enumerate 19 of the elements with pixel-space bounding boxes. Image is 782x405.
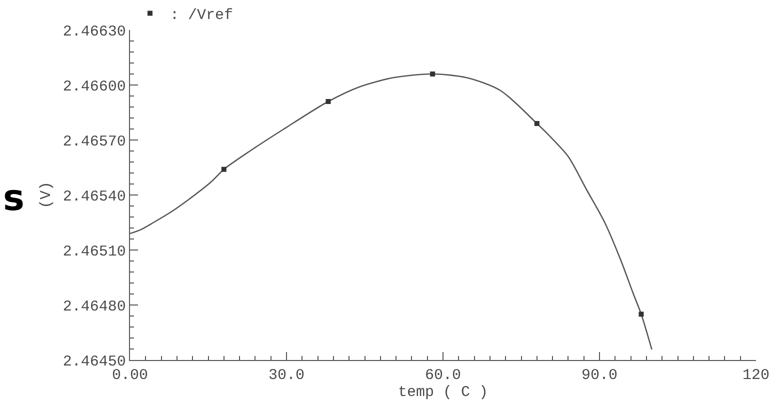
y-tick-label: 2.46540 [62, 188, 126, 206]
x-tick-label: 90.0 [581, 367, 618, 384]
text: s [3, 178, 24, 219]
x-tick-label: 60.0 [424, 367, 462, 384]
y-tick-label: 2.46600 [62, 78, 126, 96]
point [430, 72, 436, 76]
x-tick-label: 120 [742, 367, 770, 384]
point [221, 166, 226, 172]
point [638, 312, 644, 317]
y-axis-title: (V) [38, 181, 56, 209]
legend-label: : /Vref [170, 7, 234, 24]
point [326, 99, 331, 104]
y-tick-label: 2.46630 [62, 23, 126, 40]
y-tick-label: 2.46510 [62, 243, 126, 260]
x-axis-title: temp ( C ) [398, 384, 488, 402]
x-tick-label: 30.0 [268, 367, 305, 384]
y-tick-label: 2.46570 [62, 133, 126, 150]
point [534, 121, 540, 126]
y-tick-label: 2.46480 [62, 298, 126, 316]
